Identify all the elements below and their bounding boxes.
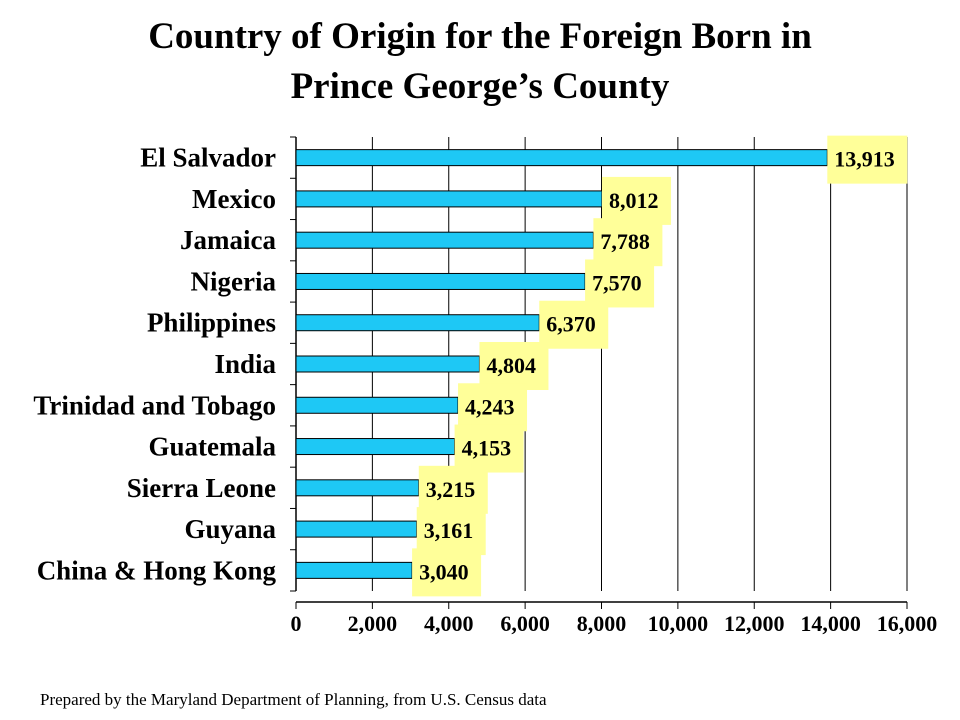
data-label: 3,215 — [426, 477, 476, 502]
bar — [295, 479, 420, 497]
chart-title-line-1: Country of Origin for the Foreign Born i… — [148, 16, 812, 57]
x-tick-label: 16,000 — [877, 611, 938, 636]
bar — [295, 231, 594, 249]
category-label: Sierra Leone — [127, 473, 276, 503]
bar — [295, 355, 480, 373]
data-label-bg — [593, 218, 663, 267]
bar — [295, 561, 413, 579]
x-tick-label: 10,000 — [648, 611, 709, 636]
data-label: 4,804 — [486, 353, 536, 378]
bar — [295, 149, 828, 167]
x-tick-label: 14,000 — [800, 611, 861, 636]
data-label-bg — [416, 507, 486, 556]
category-label: Guyana — [184, 514, 276, 544]
category-label: Guatemala — [149, 432, 277, 462]
x-tick-label: 12,000 — [724, 611, 785, 636]
x-tick-label: 2,000 — [348, 611, 398, 636]
data-label-bg — [458, 383, 528, 432]
data-label-bg — [418, 465, 488, 514]
bar — [295, 272, 586, 290]
x-tick-label: 4,000 — [424, 611, 474, 636]
category-label: Mexico — [192, 184, 276, 214]
category-label: India — [214, 349, 276, 379]
data-label-bg — [601, 176, 671, 225]
bar — [295, 190, 603, 208]
data-label-bg — [585, 259, 655, 308]
bar — [295, 314, 540, 332]
data-label: 6,370 — [546, 312, 596, 337]
bar — [295, 520, 418, 538]
data-label-bg — [454, 424, 524, 473]
data-label: 8,012 — [609, 188, 659, 213]
source-note: Prepared by the Maryland Department of P… — [40, 690, 547, 709]
chart-title: Country of Origin for the Foreign Born i… — [0, 12, 960, 112]
x-tick-label: 0 — [291, 611, 302, 636]
category-label: Trinidad and Tobago — [33, 390, 276, 420]
category-label: Jamaica — [180, 225, 276, 255]
data-label: 7,788 — [600, 229, 650, 254]
data-label: 13,913 — [834, 147, 895, 172]
category-label: China & Hong Kong — [37, 555, 277, 585]
data-label: 3,161 — [424, 518, 474, 543]
data-label: 4,243 — [465, 394, 514, 419]
data-label-bg — [479, 342, 549, 390]
data-label-bg — [539, 300, 609, 349]
data-label: 4,153 — [462, 436, 512, 461]
category-label: Nigeria — [191, 266, 277, 296]
data-label-bg — [827, 135, 908, 184]
data-label: 3,040 — [419, 559, 469, 584]
x-tick-label: 8,000 — [577, 611, 627, 636]
bar — [295, 438, 456, 456]
data-label-bg — [412, 548, 482, 597]
bar — [295, 396, 459, 414]
category-label: Philippines — [147, 308, 276, 338]
chart-title-line-2: Prince George’s County — [290, 66, 670, 107]
category-label: El Salvador — [140, 143, 276, 173]
data-label: 7,570 — [592, 270, 642, 295]
x-tick-label: 6,000 — [500, 611, 550, 636]
